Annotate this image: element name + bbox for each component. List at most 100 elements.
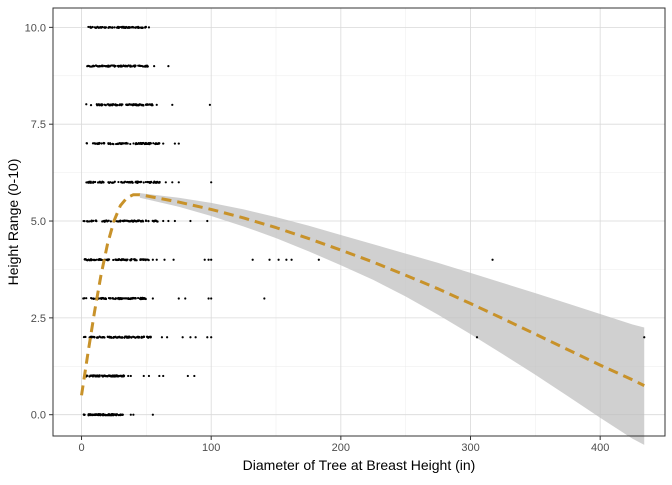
data-point [128,335,131,338]
y-tick-label: 5.0 [31,216,46,228]
data-point [129,142,132,146]
x-axis-title: Diameter of Tree at Breast Height (in) [243,457,476,473]
data-point [210,258,213,261]
data-point [106,258,110,261]
data-point [142,181,145,184]
y-tick-label: 7.5 [31,119,46,131]
data-point [146,65,149,68]
data-point [203,258,206,261]
data-point [121,181,124,184]
data-point [210,336,213,339]
x-tick-label: 100 [202,442,220,454]
data-point [102,375,105,378]
data-point [138,142,141,145]
data-point [124,297,127,300]
data-point [151,219,155,223]
fit-line [80,193,645,396]
data-point [157,142,160,145]
data-point [100,104,103,107]
data-point [158,374,161,378]
data-point [87,64,90,67]
data-point [152,181,155,184]
data-point [103,103,106,106]
data-point [189,336,192,339]
data-point [103,64,106,68]
data-point [106,335,109,338]
data-point [99,336,102,339]
data-point [153,65,156,68]
y-tick-label: 2.5 [31,313,46,325]
data-point [144,65,147,68]
data-point [142,104,145,107]
data-point [163,258,166,261]
data-point [93,413,97,416]
data-point [116,142,119,145]
data-point [112,143,115,146]
data-point [118,104,121,107]
data-point [130,336,133,339]
data-point [162,142,165,145]
data-point [113,26,116,29]
data-point [82,335,86,339]
data-point [135,104,139,107]
data-point [317,258,320,261]
data-point [181,336,184,339]
data-point [105,258,108,261]
data-point [126,103,129,106]
data-point [112,297,115,300]
data-point [122,26,125,29]
data-point [85,181,88,184]
data-point [206,219,209,223]
data-point [171,181,174,184]
data-point [95,142,98,145]
data-point [150,104,153,107]
data-point [134,336,137,339]
data-point [109,142,112,145]
data-point [134,64,137,67]
data-point [101,180,104,183]
data-point [263,297,266,300]
data-point [132,413,135,416]
data-point [94,374,97,377]
data-point [184,297,187,300]
data-point [128,220,131,223]
data-point [193,374,196,378]
data-point [136,142,139,146]
y-tick-label: 10.0 [25,22,46,34]
data-point [107,142,110,145]
data-point [177,181,180,184]
y-tick-label: 0.0 [31,410,46,422]
data-point [95,258,99,261]
data-point [127,181,131,184]
data-point [120,297,124,300]
data-point [123,65,127,68]
data-point [84,258,87,261]
data-point [475,336,479,339]
data-point [119,220,122,223]
data-point [146,103,149,106]
data-point [102,142,105,145]
data-point [120,104,123,107]
data-point [206,336,209,339]
data-point [103,413,107,416]
data-point [85,103,88,106]
data-point [114,297,117,300]
data-point [119,413,122,416]
data-point [137,181,140,184]
data-point [154,142,158,145]
data-point [113,374,116,377]
data-point [147,26,151,29]
data-point [87,414,91,417]
data-point [151,258,154,261]
data-point [643,336,646,339]
fit-line-layer [80,193,645,396]
data-point [139,296,142,300]
confidence-band [139,193,645,445]
data-points-layer [82,25,646,417]
data-point [139,64,142,68]
data-point [82,297,85,300]
data-point [93,258,96,261]
data-point [104,26,107,29]
data-point [97,103,100,106]
